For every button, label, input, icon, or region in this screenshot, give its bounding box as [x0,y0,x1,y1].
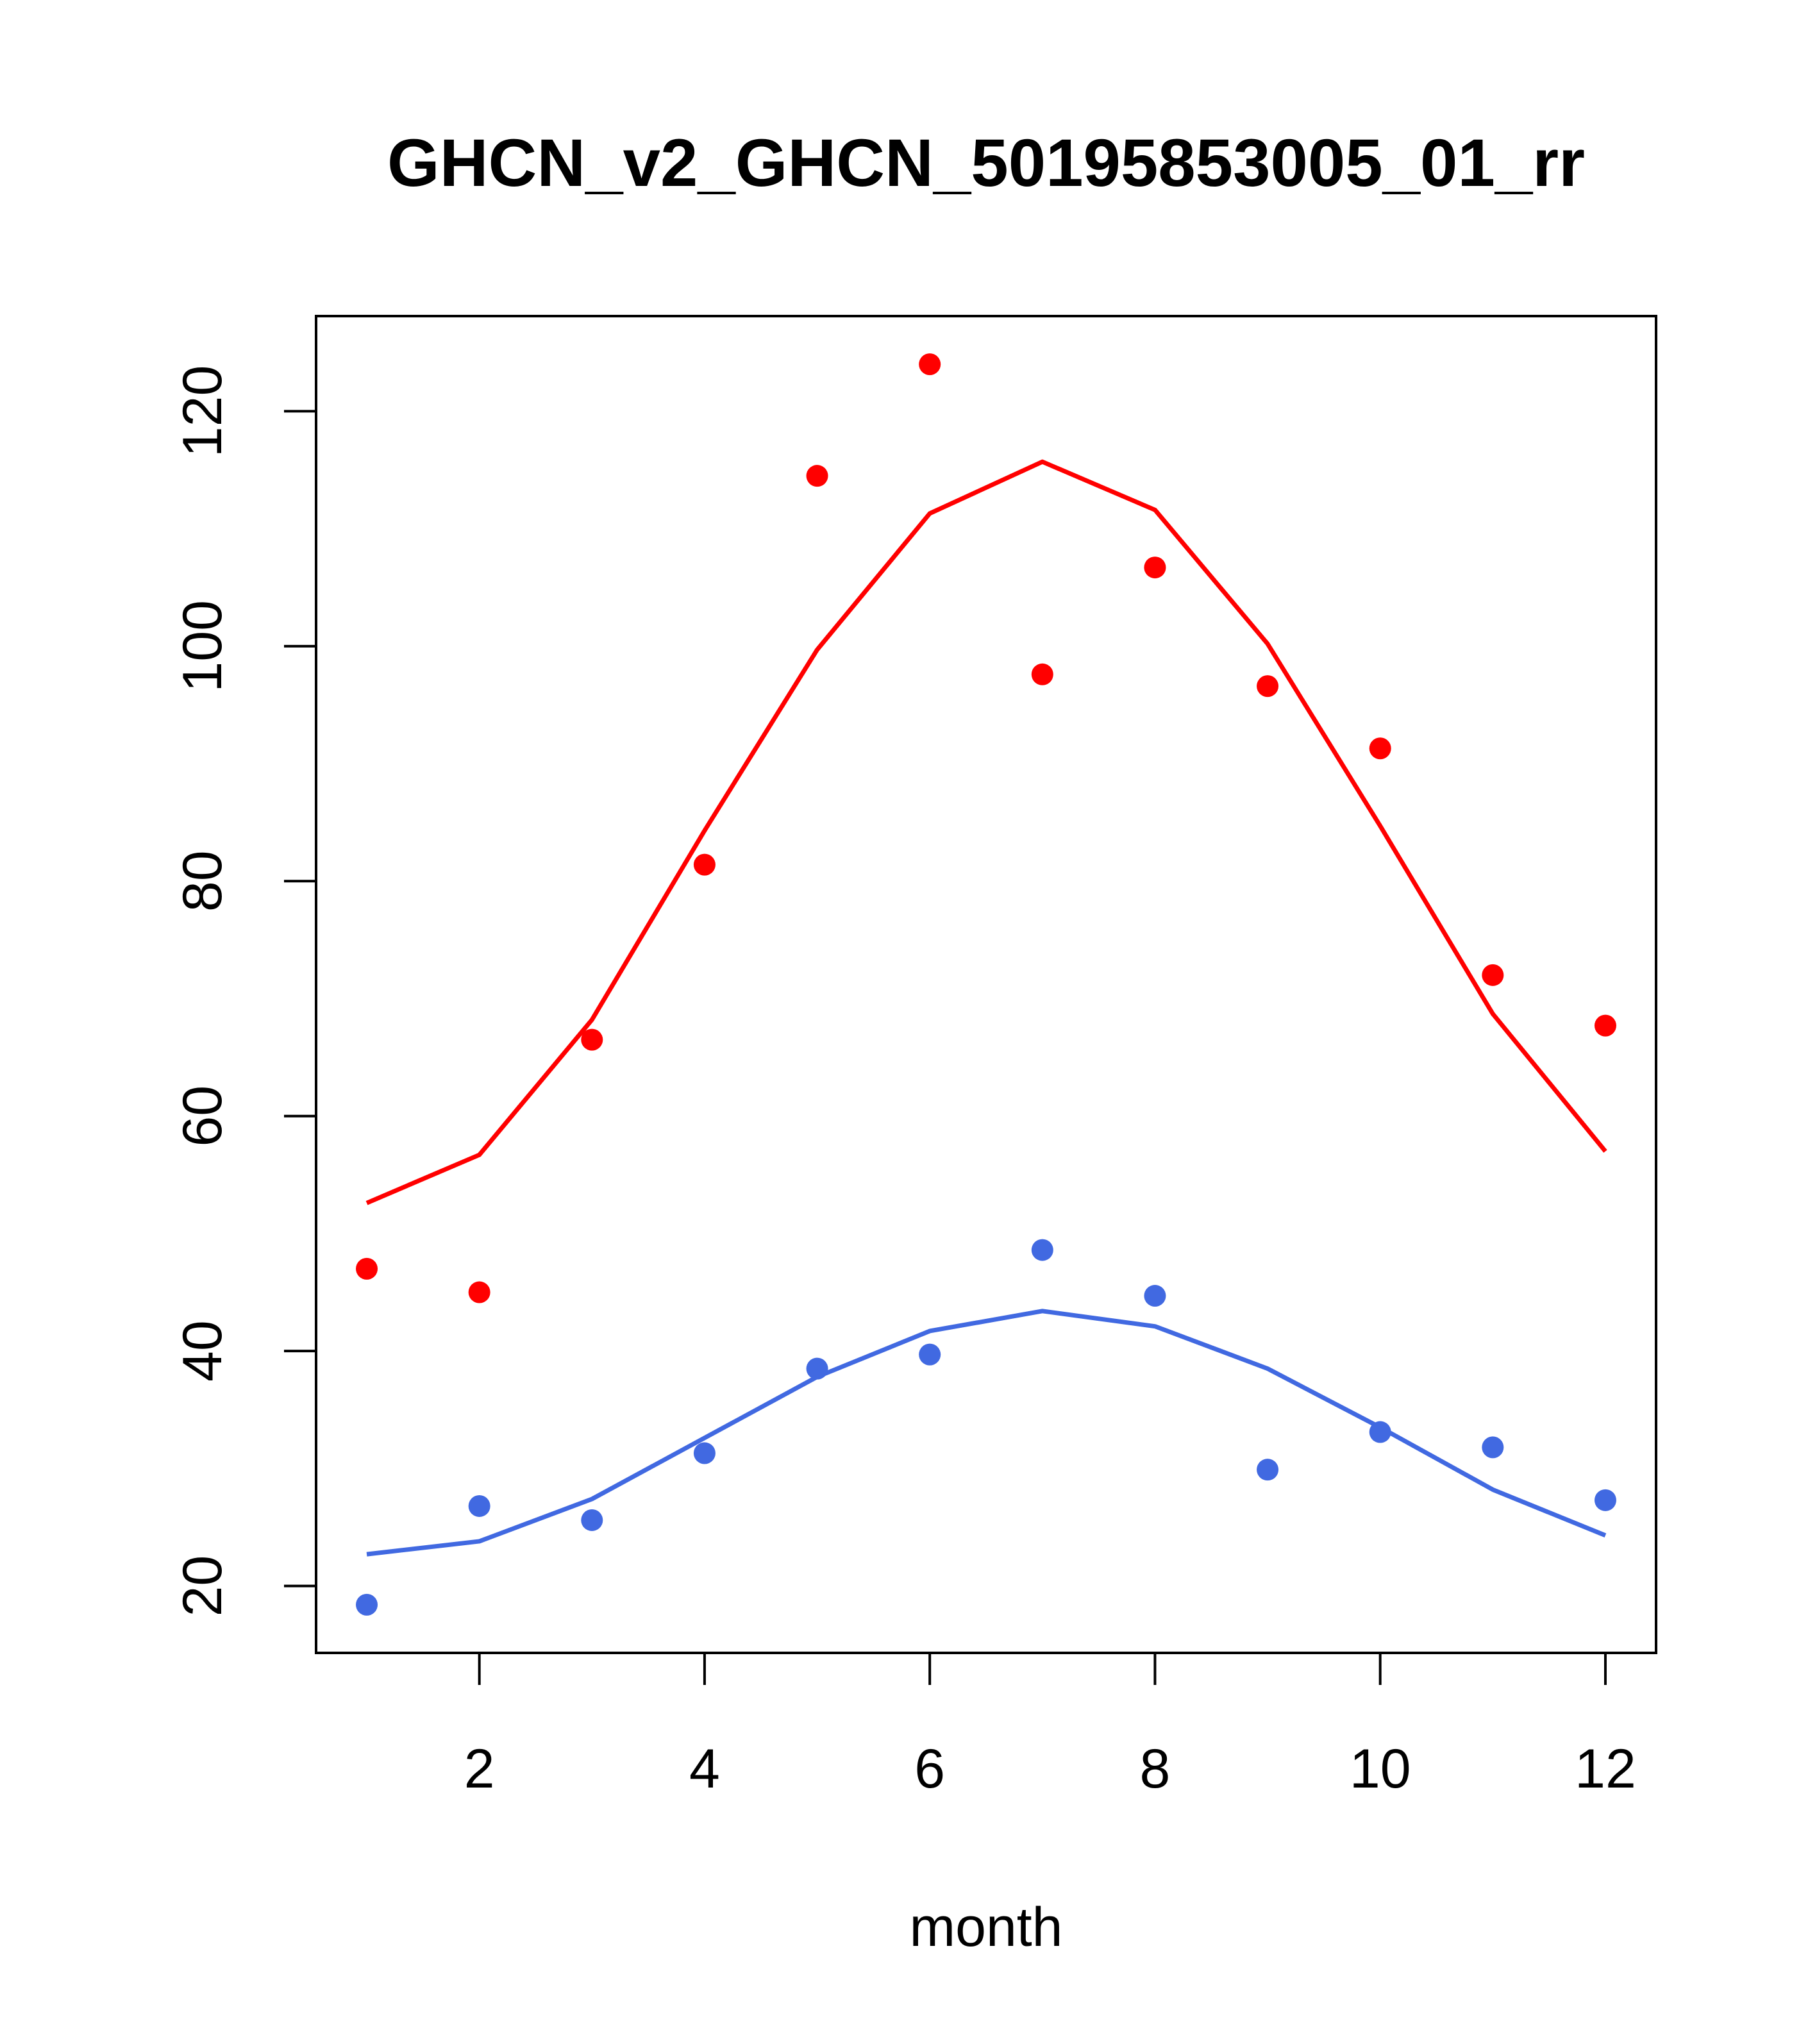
x-tick-label: 6 [914,1738,945,1800]
series-1-point [356,1257,378,1280]
series-1-point [1257,675,1279,698]
series-2-point [806,1357,828,1380]
series-2-point [581,1509,603,1531]
y-tick-label: 20 [172,1555,233,1617]
series-layer [356,353,1616,1616]
series-1-point [693,853,716,876]
series-1-point [1144,557,1166,579]
series-2-point [1482,1436,1504,1459]
series-2-point [919,1343,941,1366]
series-2-point [1369,1421,1391,1443]
series-1 [356,353,1616,1303]
series-2-point [1031,1239,1053,1261]
y-tick-label: 120 [172,365,233,458]
series-2-line [366,1309,1607,1557]
series-1-point [1369,737,1391,760]
series-1-point [1482,964,1504,986]
series-2-point [356,1593,378,1616]
series-1-point [581,1028,603,1051]
series-2-point [1594,1489,1616,1511]
x-axis-label: month [909,1897,1062,1958]
series-1-point [806,465,828,487]
x-tick-label: 2 [464,1738,495,1800]
x-tick-label: 8 [1140,1738,1171,1800]
x-tick-label: 10 [1350,1738,1411,1800]
y-tick-label: 100 [172,600,233,692]
axes: 2 4 6 8 10 12 20 40 60 80 100 120 [172,365,1636,1800]
y-tick-label: 80 [172,850,233,912]
series-2-point [468,1495,490,1517]
series-1-line [365,459,1607,1205]
series-1-point [919,353,941,376]
series-2-point [693,1442,716,1464]
y-tick-label: 40 [172,1320,233,1382]
series-2-point [1144,1285,1166,1307]
plot-frame [315,315,1657,1654]
series-1-point [1031,663,1053,685]
series-2 [356,1239,1616,1616]
x-tick-label: 12 [1575,1738,1636,1800]
y-tick-label: 60 [172,1085,233,1147]
chart-title: GHCN_v2_GHCN_50195853005_01_rr [387,126,1585,201]
series-2-point [1257,1459,1279,1481]
series-1-point [468,1281,490,1303]
series-1-point [1594,1014,1616,1037]
x-tick-label: 4 [689,1738,720,1800]
